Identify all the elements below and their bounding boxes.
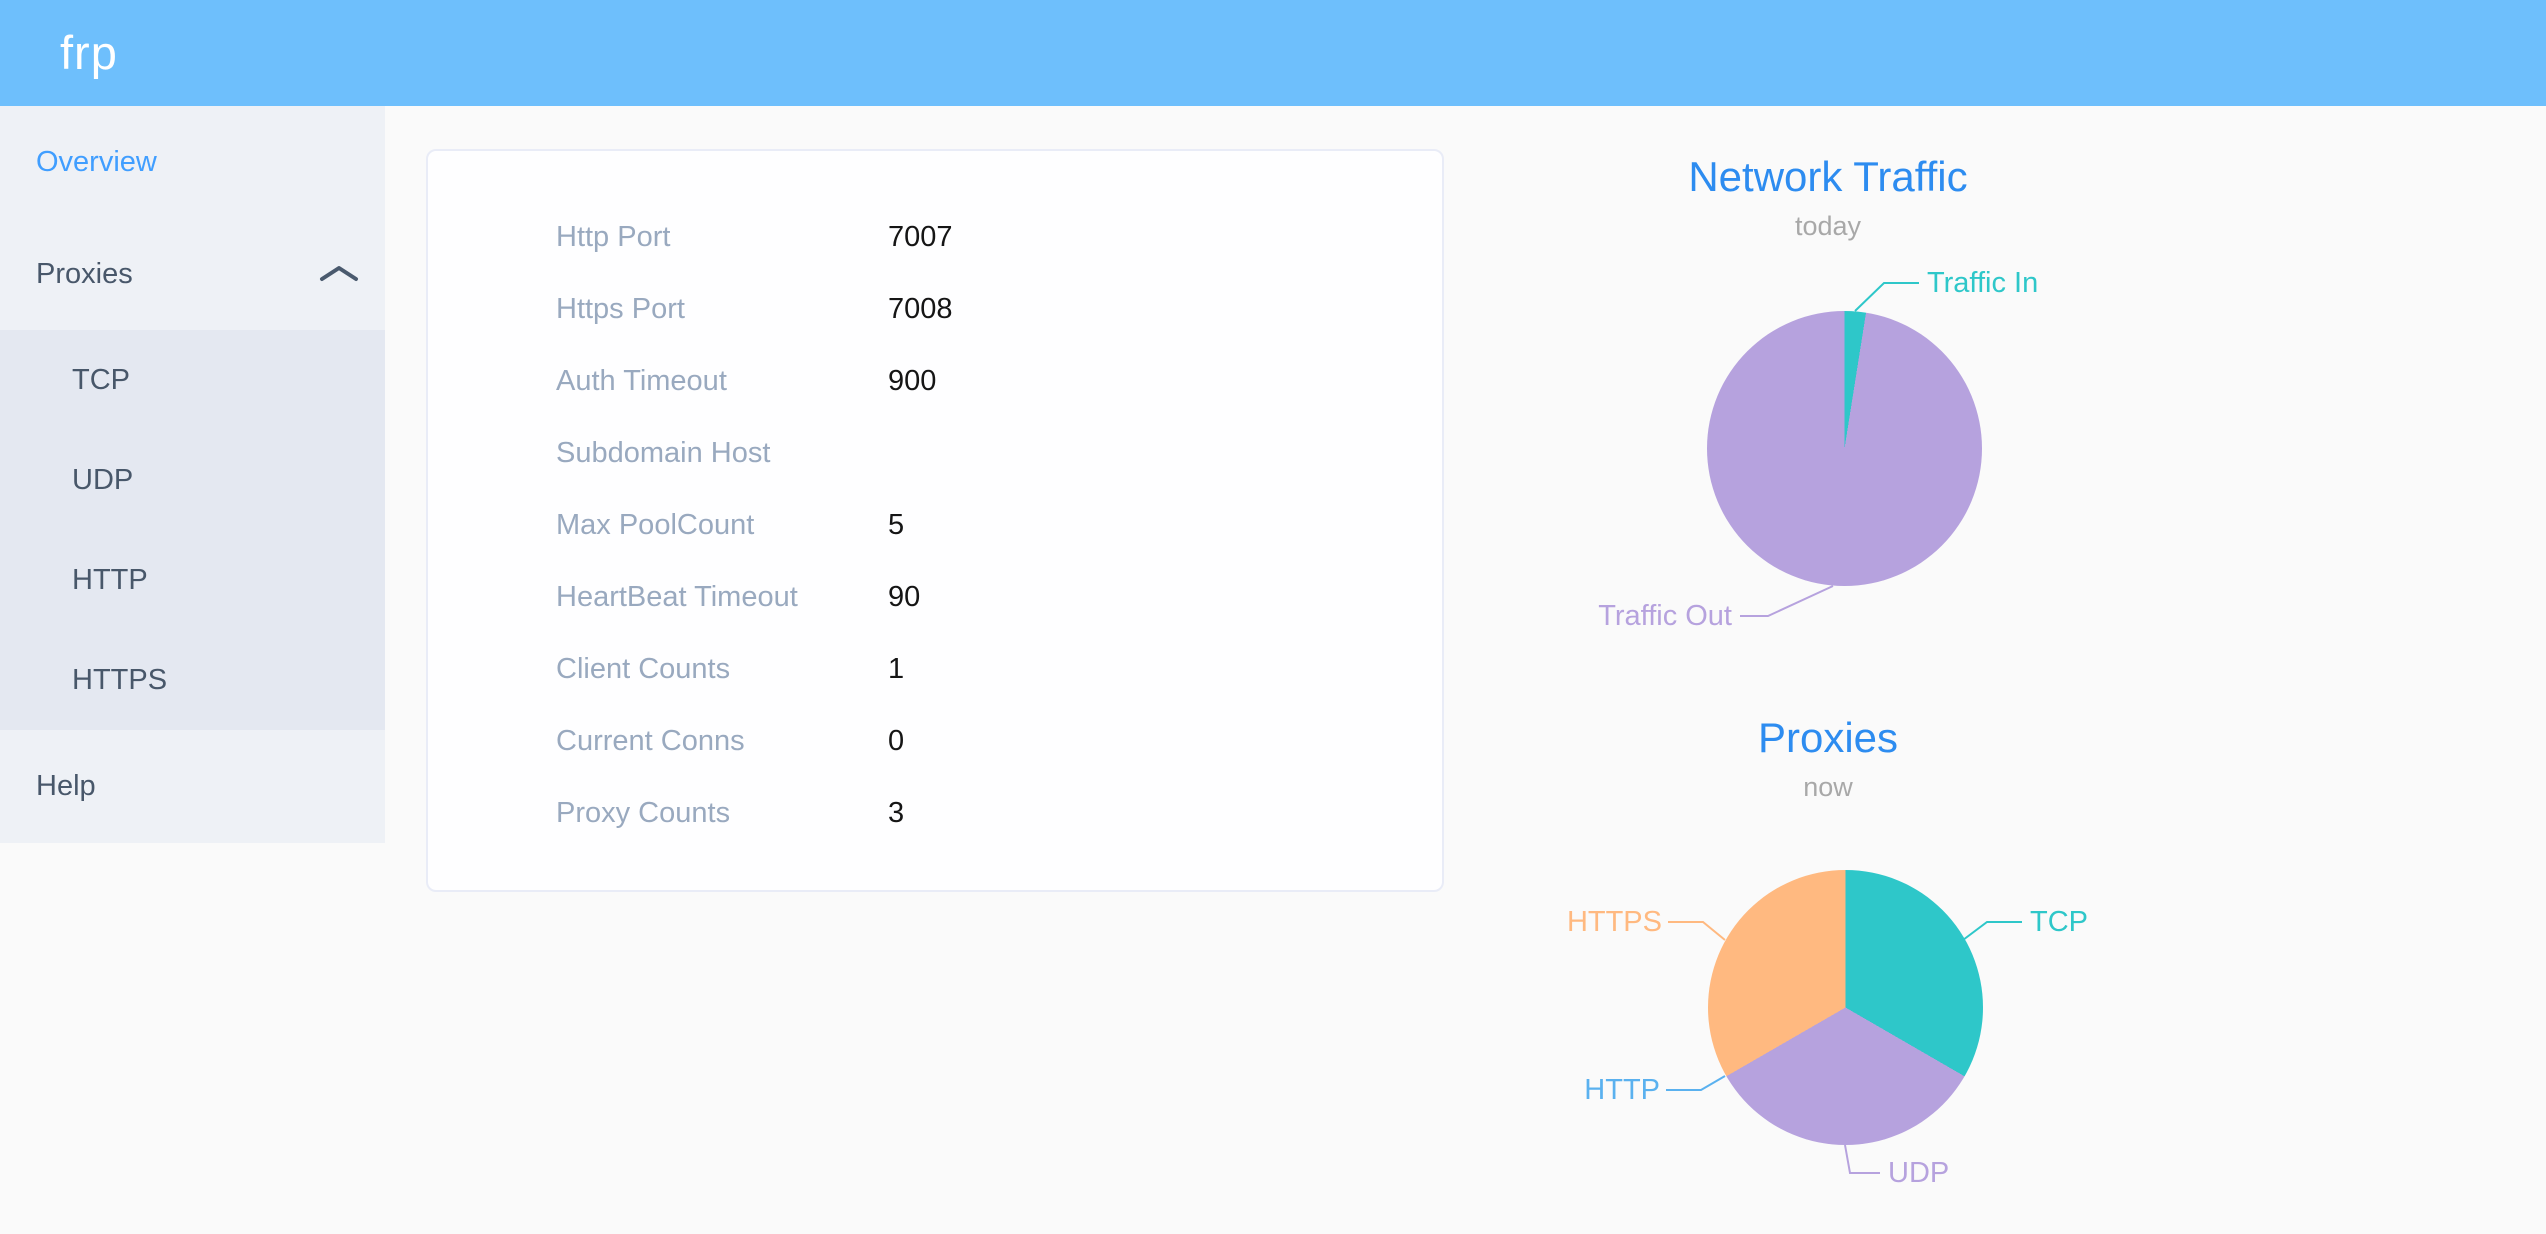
proxies-submenu: TCP UDP HTTP HTTPS	[0, 330, 385, 730]
https-label: HTTPS	[1566, 906, 1662, 938]
sidebar-item-tcp[interactable]: TCP	[72, 364, 130, 396]
row-label: HeartBeat Timeout	[556, 580, 798, 613]
tcp-label: TCP	[2030, 906, 2088, 938]
sidebar-item-proxies-label: Proxies	[36, 258, 133, 290]
server-info-row: Subdomain Host	[428, 417, 1442, 489]
sidebar-item-http[interactable]: HTTP	[72, 564, 148, 596]
sidebar: Overview Proxies TCP UDP HTTP HTTPS Help	[0, 106, 385, 843]
server-info-row: Auth Timeout 900	[428, 345, 1442, 417]
server-info-row: Https Port 7008	[428, 273, 1442, 345]
row-label: Subdomain Host	[556, 436, 771, 469]
server-info-row: Http Port 7007	[428, 201, 1442, 273]
app-logo: frp	[60, 26, 118, 79]
row-value: 0	[888, 724, 905, 757]
https-labelline	[1668, 921, 1726, 941]
row-value: 1	[888, 652, 905, 685]
traffic-out-labelline	[1740, 585, 1834, 617]
row-label: Client Counts	[556, 652, 731, 685]
chevron-up-icon	[320, 266, 358, 281]
sidebar-item-help[interactable]: Help	[36, 770, 96, 802]
traffic-out-label: Traffic Out	[1598, 600, 1732, 632]
sidebar-item-udp[interactable]: UDP	[72, 464, 134, 496]
row-value: 3	[888, 796, 905, 829]
sidebar-item-overview[interactable]: Overview	[36, 146, 157, 178]
app-header: frp	[0, 0, 2546, 106]
network-traffic-title: Network Traffic	[1688, 153, 1968, 200]
row-label: Current Conns	[556, 724, 745, 757]
http-label: HTTP	[1584, 1074, 1660, 1106]
server-info-row: Current Conns 0	[428, 705, 1442, 777]
sidebar-item-proxies[interactable]: Proxies	[0, 218, 385, 330]
server-info-row: Client Counts 1	[428, 633, 1442, 705]
server-info-row: HeartBeat Timeout 90	[428, 561, 1442, 633]
proxies-pie[interactable]	[1708, 870, 1983, 1145]
traffic-in-label: Traffic In	[1927, 267, 2039, 299]
row-label: Https Port	[556, 292, 685, 325]
udp-labelline	[1844, 1144, 1880, 1174]
http-labelline	[1666, 1075, 1726, 1091]
server-info-row: Max PoolCount 5	[428, 489, 1442, 561]
tcp-labelline	[1962, 921, 2022, 941]
server-info-card: Http Port 7007 Https Port 7008 Auth Time…	[426, 149, 1444, 892]
proxies-chart-subtitle: now	[1803, 772, 1853, 802]
row-label: Max PoolCount	[556, 508, 755, 541]
row-label: Http Port	[556, 220, 671, 253]
row-value: 7007	[888, 220, 953, 253]
row-label: Auth Timeout	[556, 364, 727, 397]
row-label: Proxy Counts	[556, 796, 731, 829]
udp-label: UDP	[1888, 1157, 1950, 1189]
network-traffic-pie[interactable]	[1707, 311, 1982, 586]
row-value: 90	[888, 580, 921, 613]
sidebar-item-https[interactable]: HTTPS	[72, 664, 168, 696]
server-info-row: Proxy Counts 3	[428, 777, 1442, 849]
network-traffic-subtitle: today	[1794, 211, 1862, 241]
row-value: 7008	[888, 292, 953, 325]
row-value: 900	[888, 364, 937, 397]
row-value: 5	[888, 508, 905, 541]
proxies-chart-title: Proxies	[1757, 714, 1899, 761]
traffic-in-labelline	[1854, 282, 1919, 312]
